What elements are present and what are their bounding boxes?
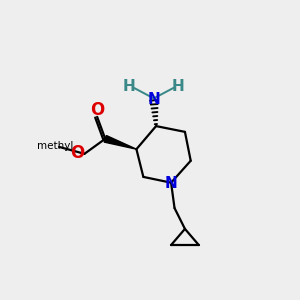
Polygon shape — [104, 136, 136, 149]
Text: O: O — [70, 144, 85, 162]
Text: N: N — [165, 176, 178, 191]
Text: H: H — [123, 79, 135, 94]
Text: O: O — [90, 101, 104, 119]
Text: H: H — [172, 79, 185, 94]
Text: N: N — [147, 92, 160, 107]
Text: methyl: methyl — [38, 141, 74, 151]
